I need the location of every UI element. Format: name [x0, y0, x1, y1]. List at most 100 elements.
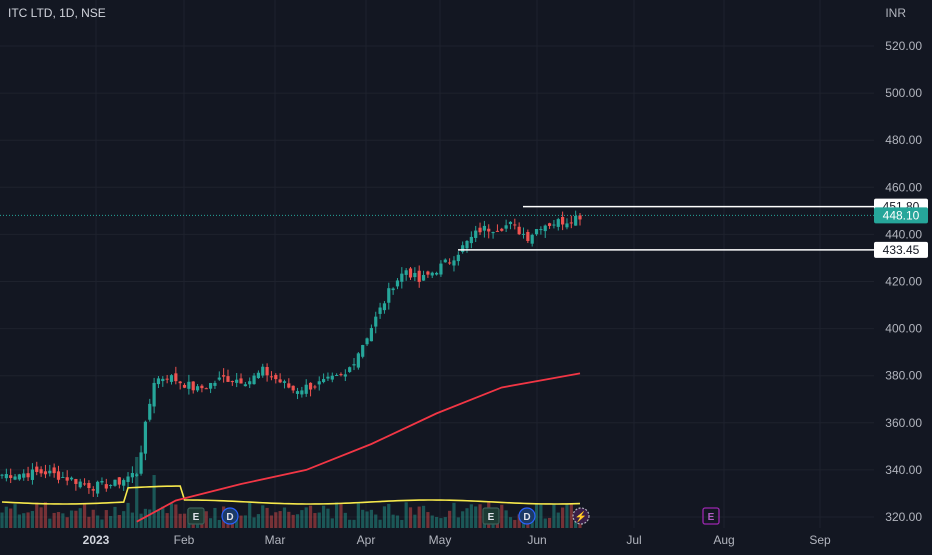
y-tick-label: 400.00 [885, 322, 922, 336]
candle [187, 381, 191, 389]
volume-bar [356, 502, 360, 528]
candle [369, 328, 373, 342]
candle [56, 471, 61, 480]
volume-bar [217, 519, 221, 528]
volume-bar [443, 517, 447, 528]
candle [17, 474, 21, 480]
volume-bar [204, 511, 208, 528]
volume-bar [326, 508, 330, 528]
y-tick-label: 420.00 [885, 275, 922, 289]
volume-bar [261, 505, 265, 528]
volume-bar [43, 502, 48, 528]
candle [204, 388, 208, 390]
volume-bar [456, 517, 460, 528]
candle [61, 476, 65, 478]
volume-bar [556, 512, 560, 528]
volume-bar [317, 512, 321, 528]
candle [213, 382, 217, 386]
candle [230, 381, 234, 383]
candle [361, 345, 365, 357]
volume-bar [135, 456, 139, 528]
volume-bar [13, 504, 17, 528]
volume-bar [465, 508, 469, 528]
candle [243, 384, 247, 387]
candle [130, 472, 134, 478]
volume-bar [109, 515, 113, 528]
volume-bar [209, 518, 213, 528]
volume-bar [148, 509, 152, 528]
candle [291, 385, 295, 391]
candle [26, 473, 30, 478]
candle [578, 215, 582, 220]
candle [74, 479, 78, 484]
volume-bar [474, 506, 478, 528]
x-tick-label: Jul [626, 533, 641, 547]
volume-bar [48, 518, 52, 528]
volume-bar [30, 511, 35, 528]
candle [339, 374, 343, 376]
candle [78, 481, 82, 488]
candle [387, 288, 391, 303]
candle [478, 227, 482, 233]
candle [161, 378, 165, 382]
candle [413, 272, 417, 278]
volume-bar [547, 517, 552, 528]
event-icon-label: E [193, 512, 200, 523]
candle [430, 272, 434, 276]
volume-bar [174, 504, 178, 528]
candle [443, 259, 447, 263]
last-price-badge [874, 207, 928, 224]
earnings-icon [482, 507, 500, 525]
volume-bar [352, 519, 356, 528]
volume-bar [161, 506, 165, 528]
x-tick-label: Aug [713, 533, 734, 547]
volume-bar [122, 511, 126, 528]
volume-bar [104, 510, 108, 528]
volume-bar [4, 506, 8, 528]
event-marker: D [518, 507, 536, 525]
volume-bar [387, 503, 391, 528]
volume-bar [448, 510, 452, 528]
volume-bar [534, 502, 539, 528]
candle [200, 385, 204, 389]
candle [9, 475, 13, 478]
candle [35, 466, 39, 472]
candle [43, 471, 48, 475]
candle [456, 254, 460, 262]
volume-bar [361, 509, 365, 528]
candle [547, 223, 552, 226]
candle [508, 221, 513, 225]
candle [439, 263, 443, 275]
volume-bar [543, 518, 547, 528]
candle [461, 245, 465, 252]
candle [235, 379, 239, 383]
volume-bar [478, 504, 482, 528]
candle [352, 364, 356, 366]
candle [491, 232, 495, 234]
volume-bar [295, 514, 300, 528]
candle [521, 233, 526, 235]
y-tick-label: 360.00 [885, 416, 922, 430]
candle [356, 353, 360, 368]
event-icon-label: ⚡ [575, 510, 587, 523]
x-tick-label: Sep [809, 533, 831, 547]
candle [191, 381, 195, 391]
volume-bar [56, 512, 61, 528]
volume-bar [308, 505, 313, 528]
candle [452, 260, 456, 266]
volume-bar [17, 514, 21, 528]
volume-bar [113, 506, 117, 528]
volume-bar [335, 502, 339, 528]
volume-bar [65, 517, 69, 528]
volume-bar [213, 507, 217, 528]
candle [287, 383, 291, 388]
candle [109, 485, 113, 487]
candle [517, 226, 521, 235]
y-tick-label: 440.00 [885, 227, 922, 241]
volume-bar [61, 513, 65, 528]
candle [148, 403, 152, 420]
candle [448, 262, 452, 264]
x-axis-band [0, 528, 874, 550]
volume-bar [508, 517, 513, 528]
